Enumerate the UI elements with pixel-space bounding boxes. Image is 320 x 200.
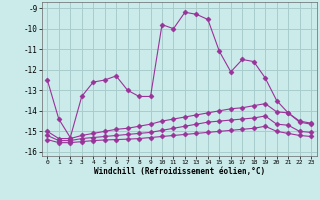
X-axis label: Windchill (Refroidissement éolien,°C): Windchill (Refroidissement éolien,°C) <box>94 167 265 176</box>
